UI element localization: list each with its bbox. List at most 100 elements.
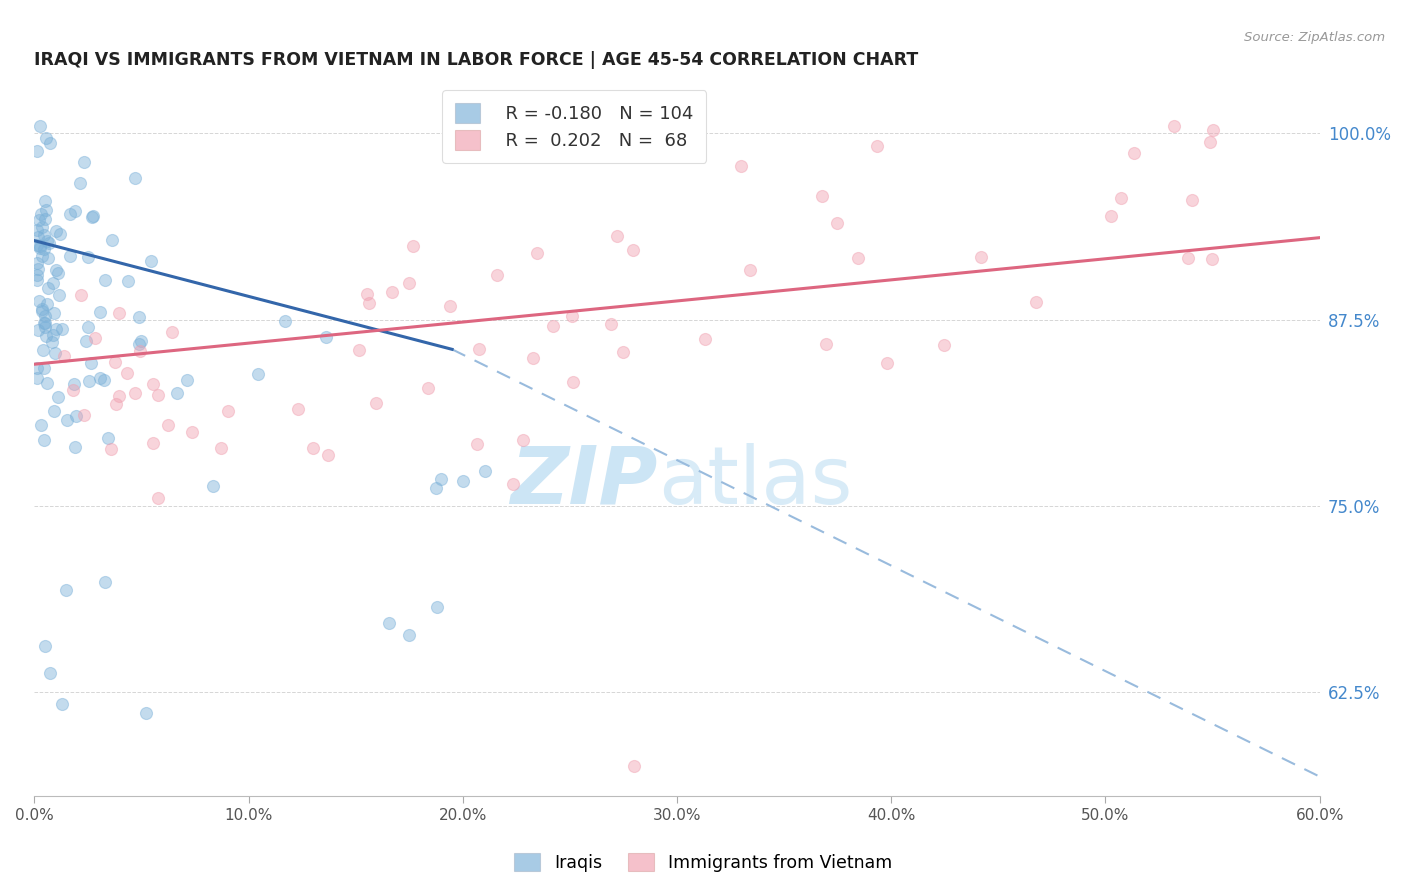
Point	[25, 238, 48, 252]
Text: IRAQI VS IMMIGRANTS FROM VIETNAM IN LABOR FORCE | AGE 45-54 CORRELATION CHART: IRAQI VS IMMIGRANTS FROM VIETNAM IN LABO…	[34, 51, 918, 69]
Point	[80, 210, 103, 224]
Point	[34, 194, 56, 209]
Point	[364, 395, 387, 409]
Point	[35, 376, 58, 390]
Point	[402, 239, 425, 253]
Point	[1181, 193, 1204, 207]
Point	[359, 296, 381, 310]
Text: ZIP: ZIP	[510, 442, 658, 521]
Point	[474, 464, 496, 478]
Point	[28, 241, 51, 255]
Point	[451, 475, 474, 489]
Point	[970, 251, 993, 265]
Point	[70, 288, 93, 302]
Point	[69, 176, 91, 190]
Point	[28, 213, 51, 227]
Point	[93, 373, 115, 387]
Point	[1177, 251, 1199, 265]
Point	[426, 600, 449, 615]
Point	[104, 355, 127, 369]
Point	[695, 332, 717, 346]
Point	[25, 144, 48, 158]
Point	[55, 582, 77, 597]
Point	[148, 387, 170, 401]
Point	[377, 615, 399, 630]
Point	[37, 251, 59, 265]
Point	[274, 314, 297, 328]
Point	[128, 336, 150, 351]
Point	[30, 417, 52, 432]
Point	[562, 375, 585, 389]
Point	[35, 131, 58, 145]
Point	[35, 329, 58, 343]
Point	[814, 337, 837, 351]
Point	[34, 639, 56, 653]
Point	[42, 328, 65, 343]
Point	[129, 334, 152, 349]
Point	[42, 277, 65, 291]
Point	[526, 245, 548, 260]
Point	[160, 325, 183, 339]
Point	[59, 207, 82, 221]
Point	[398, 276, 420, 290]
Point	[100, 233, 122, 247]
Point	[1123, 145, 1146, 160]
Point	[486, 268, 509, 282]
Point	[866, 139, 889, 153]
Point	[30, 207, 52, 221]
Point	[25, 273, 48, 287]
Point	[349, 343, 371, 357]
Point	[89, 370, 111, 384]
Point	[142, 377, 165, 392]
Point	[25, 370, 48, 384]
Legend:   R = -0.180   N = 104,   R =  0.202   N =  68: R = -0.180 N = 104, R = 0.202 N = 68	[441, 90, 706, 162]
Point	[202, 479, 225, 493]
Point	[31, 248, 53, 262]
Point	[75, 334, 97, 348]
Point	[25, 256, 48, 270]
Point	[55, 413, 77, 427]
Point	[356, 287, 378, 301]
Point	[97, 431, 120, 445]
Point	[157, 417, 180, 432]
Point	[512, 433, 534, 447]
Point	[25, 222, 48, 236]
Point	[37, 281, 59, 295]
Point	[48, 287, 70, 301]
Point	[502, 476, 524, 491]
Point	[209, 442, 232, 456]
Point	[32, 433, 55, 447]
Point	[439, 299, 461, 313]
Point	[117, 274, 139, 288]
Point	[35, 202, 58, 217]
Point	[1199, 135, 1222, 149]
Point	[59, 249, 82, 263]
Point	[146, 491, 169, 506]
Point	[83, 331, 105, 345]
Point	[42, 404, 65, 418]
Point	[82, 209, 104, 223]
Point	[34, 316, 56, 330]
Point	[543, 319, 565, 334]
Point	[124, 385, 146, 400]
Point	[561, 309, 583, 323]
Point	[34, 211, 56, 226]
Point	[425, 482, 447, 496]
Point	[25, 360, 48, 375]
Point	[45, 321, 67, 335]
Point	[41, 335, 63, 350]
Point	[621, 243, 644, 257]
Point	[465, 437, 488, 451]
Point	[35, 234, 58, 248]
Point	[166, 386, 188, 401]
Point	[124, 171, 146, 186]
Point	[315, 330, 337, 344]
Point	[62, 383, 84, 397]
Text: Source: ZipAtlas.com: Source: ZipAtlas.com	[1244, 31, 1385, 45]
Text: atlas: atlas	[658, 442, 852, 521]
Point	[31, 304, 53, 318]
Point	[53, 349, 76, 363]
Point	[302, 441, 325, 455]
Point	[77, 250, 100, 264]
Point	[287, 402, 309, 417]
